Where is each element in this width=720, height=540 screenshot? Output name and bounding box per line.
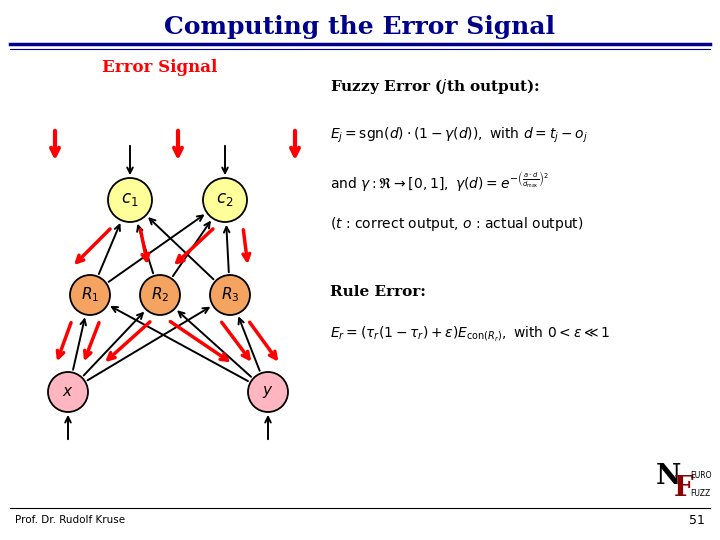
Text: Prof. Dr. Rudolf Kruse: Prof. Dr. Rudolf Kruse xyxy=(15,515,125,525)
Text: $R_2$: $R_2$ xyxy=(151,286,169,305)
Text: $y$: $y$ xyxy=(262,384,274,400)
Text: N: N xyxy=(655,463,680,490)
Text: and $\gamma:\mathfrak{R}\rightarrow[0,1],\ \gamma(d)=e^{-\left(\frac{a\cdot d}{d: and $\gamma:\mathfrak{R}\rightarrow[0,1]… xyxy=(330,171,549,193)
Text: $E_r=\left(\tau_r\left(1-\tau_r\right)+\varepsilon\right)E_{\mathrm{con}(R_r)},\: $E_r=\left(\tau_r\left(1-\tau_r\right)+\… xyxy=(330,325,611,343)
Circle shape xyxy=(70,275,110,315)
Circle shape xyxy=(140,275,180,315)
Text: FUZZ: FUZZ xyxy=(690,489,710,497)
Text: Fuzzy Error ($\it{j}$th output):: Fuzzy Error ($\it{j}$th output): xyxy=(330,78,540,97)
Circle shape xyxy=(248,372,288,412)
Text: 51: 51 xyxy=(689,514,705,526)
Text: ($t$ : correct output, $o$ : actual output): ($t$ : correct output, $o$ : actual outp… xyxy=(330,215,583,233)
Circle shape xyxy=(203,178,247,222)
Circle shape xyxy=(108,178,152,222)
Text: Rule Error:: Rule Error: xyxy=(330,285,426,299)
Text: $x$: $x$ xyxy=(62,385,73,399)
Text: $c_2$: $c_2$ xyxy=(216,192,234,208)
Text: EURO: EURO xyxy=(690,470,711,480)
Text: $R_1$: $R_1$ xyxy=(81,286,99,305)
Text: $R_3$: $R_3$ xyxy=(221,286,239,305)
Text: F: F xyxy=(674,476,694,503)
Text: Computing the Error Signal: Computing the Error Signal xyxy=(164,15,556,39)
Circle shape xyxy=(48,372,88,412)
Text: $c_1$: $c_1$ xyxy=(121,192,139,208)
Circle shape xyxy=(210,275,250,315)
Text: Error Signal: Error Signal xyxy=(102,59,217,77)
Text: $E_j = \mathrm{sgn}(d)\cdot\left(1-\gamma(d)\right),\ \mathrm{with}\ d=t_j-o_j$: $E_j = \mathrm{sgn}(d)\cdot\left(1-\gamm… xyxy=(330,125,588,145)
